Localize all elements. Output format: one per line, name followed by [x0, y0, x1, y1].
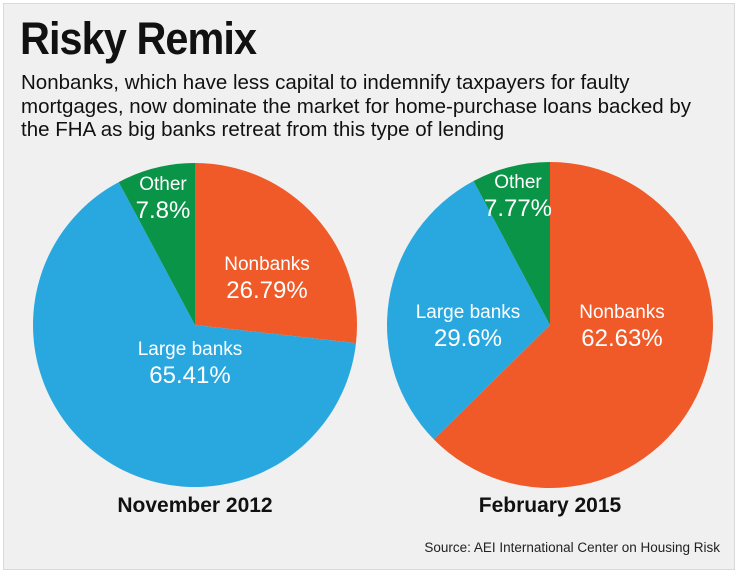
- slice-value-large-banks-2: 29.6%: [434, 325, 502, 352]
- slice-name-large-banks-2: Large banks: [416, 302, 521, 323]
- slice-name-other-2: Other: [494, 172, 542, 193]
- slice-value-large-banks-1: 65.41%: [149, 362, 230, 389]
- pie-slice-other-1: [118, 163, 195, 325]
- slice-name-nonbanks-1: Nonbanks: [224, 254, 310, 275]
- pie-slice-other-2: [473, 162, 550, 325]
- slice-value-nonbanks-1: 26.79%: [226, 277, 307, 304]
- pie-slice-nonbanks-2: [433, 162, 713, 488]
- page-title: Risky Remix: [20, 13, 257, 64]
- slice-name-large-banks-1: Large banks: [138, 339, 243, 360]
- pie-slice-large-banks-1: [33, 182, 356, 487]
- slice-value-other-2: 7.77%: [484, 195, 552, 222]
- slice-name-other-1: Other: [139, 174, 187, 195]
- slice-name-nonbanks-2: Nonbanks: [579, 302, 665, 323]
- pie-caption-2: February 2015: [479, 494, 622, 517]
- pie-slice-nonbanks-1: [195, 163, 358, 344]
- slice-value-nonbanks-2: 62.63%: [581, 325, 662, 352]
- subtitle: Nonbanks, which have less capital to ind…: [21, 71, 692, 141]
- pie-slice-large-banks-2: [387, 181, 550, 440]
- pie-caption-1: November 2012: [117, 494, 272, 517]
- slice-value-other-1: 7.8%: [136, 197, 191, 224]
- source-note: Source: AEI International Center on Hous…: [424, 540, 720, 555]
